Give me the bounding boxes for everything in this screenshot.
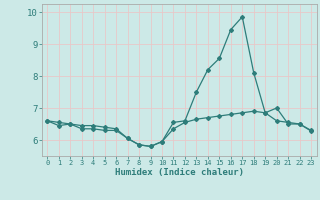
X-axis label: Humidex (Indice chaleur): Humidex (Indice chaleur) [115, 168, 244, 177]
